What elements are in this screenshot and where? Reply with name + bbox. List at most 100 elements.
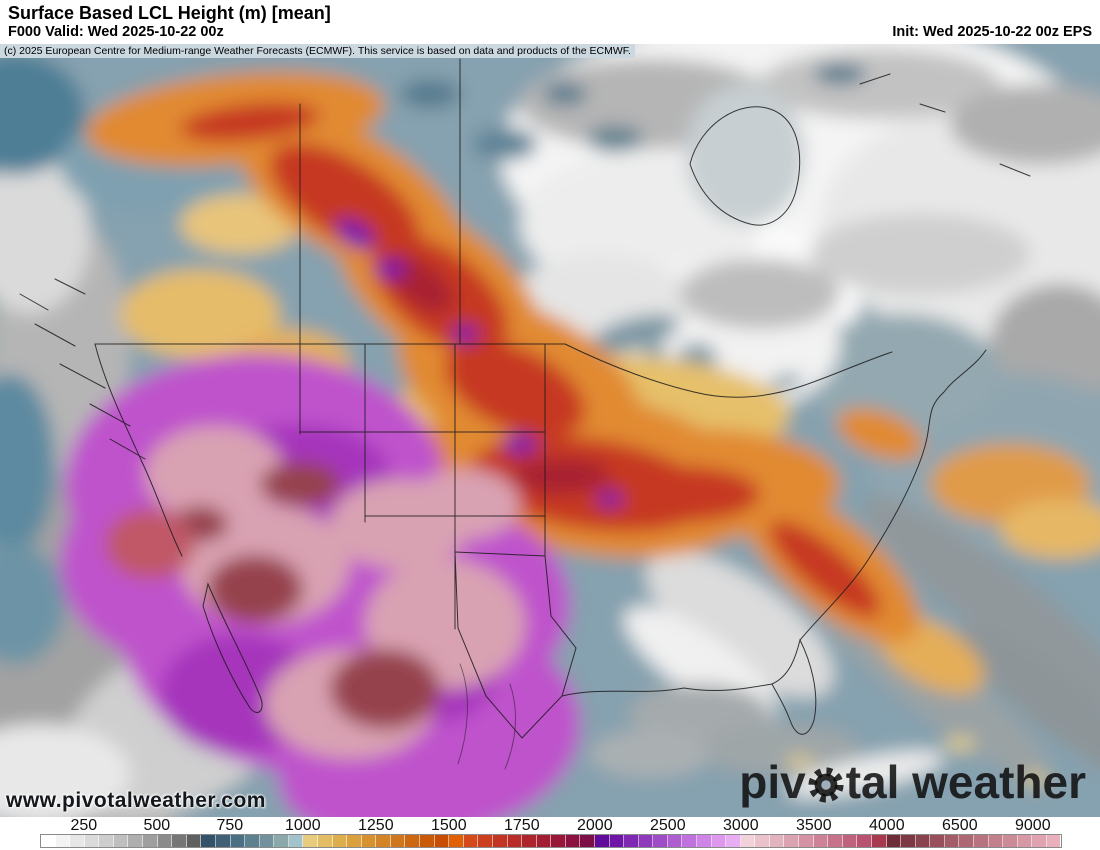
colorbar-cell <box>245 835 260 847</box>
colorbar-cell <box>186 835 202 847</box>
colorbar-cell <box>507 835 523 847</box>
colorbar-cell <box>376 835 391 847</box>
colorbar-cell <box>274 835 289 847</box>
colorbar-cell <box>959 835 974 847</box>
colorbar-tick: 9000 <box>1015 817 1051 834</box>
colorbar-cell <box>449 835 464 847</box>
colorbar-tick: 3500 <box>796 817 832 834</box>
colorbar-cell <box>653 835 668 847</box>
colorbar-cell <box>70 835 85 847</box>
colorbar-cell <box>522 835 537 847</box>
colorbar-cell <box>259 835 275 847</box>
colorbar-cell <box>201 835 216 847</box>
colorbar-cell <box>478 835 493 847</box>
colorbar-cell <box>113 835 129 847</box>
colorbar-tick-labels: 250 500 750 1000 1250 1500 1750 2000 2500 3000 350… <box>40 817 1062 834</box>
lcl-height-color-field <box>0 44 1100 817</box>
init-time-label: Init: Wed 2025-10-22 00z EPS <box>892 24 1092 40</box>
colorbar-cell <box>463 835 479 847</box>
colorbar-cell <box>857 835 872 847</box>
colorbar-cell <box>347 835 362 847</box>
colorbar-tick: 2000 <box>577 817 613 834</box>
colorbar-cell <box>580 835 595 847</box>
colorbar-cell <box>740 835 756 847</box>
colorbar-cell <box>944 835 960 847</box>
valid-time-label: F000 Valid: Wed 2025-10-22 00z <box>8 24 224 40</box>
colorbar-cell <box>317 835 333 847</box>
colorbar-tick: 1250 <box>358 817 394 834</box>
colorbar-cell <box>288 835 304 847</box>
colorbar-cell <box>1032 835 1047 847</box>
colorbar-cell <box>1003 835 1018 847</box>
colorbar-cell <box>886 835 902 847</box>
colorbar-tick: 6500 <box>942 817 978 834</box>
colorbar-cell <box>697 835 712 847</box>
colorbar-cell <box>784 835 800 847</box>
colorbar-cell <box>974 835 989 847</box>
colorbar-tick: 4000 <box>869 817 905 834</box>
colorbar-cell <box>711 835 727 847</box>
colorbar-cell <box>41 835 56 847</box>
colorbar-cell <box>172 835 187 847</box>
colorbar-tick: 1000 <box>285 817 321 834</box>
colorbar-cell <box>551 835 566 847</box>
colorbar-cell <box>215 835 231 847</box>
colorbar-tick: 250 <box>70 817 98 834</box>
colorbar-tick: 2500 <box>650 817 686 834</box>
colorbar-tick: 1750 <box>504 817 540 834</box>
brand-watermark-left: piv <box>739 756 806 808</box>
gear-icon <box>808 767 844 803</box>
colorbar-cell <box>420 835 435 847</box>
colorbar-cell <box>230 835 246 847</box>
colorbar-cell <box>769 835 785 847</box>
colorbar-cell <box>332 835 348 847</box>
brand-watermark-right: tal weather <box>845 756 1086 808</box>
colorbar-cell <box>726 835 741 847</box>
map-color-field <box>0 44 1100 817</box>
colorbar-cell <box>609 835 625 847</box>
colorbar-cell <box>157 835 173 847</box>
colorbar-tick: 3000 <box>723 817 759 834</box>
colorbar-cell <box>492 835 508 847</box>
colorbar-cell <box>682 835 698 847</box>
colorbar-cell <box>871 835 887 847</box>
website-watermark: www.pivotalweather.com <box>6 789 266 812</box>
colorbar-cell <box>565 835 581 847</box>
colorbar-cell <box>813 835 829 847</box>
attribution-note: (c) 2025 European Centre for Medium-rang… <box>0 44 635 58</box>
colorbar-cell <box>828 835 843 847</box>
colorbar-cell <box>405 835 421 847</box>
colorbar <box>40 834 1062 848</box>
page-title: Surface Based LCL Height (m) [mean] <box>8 3 331 23</box>
colorbar-cell <box>84 835 100 847</box>
brand-watermark: piv tal weather <box>739 755 1086 809</box>
colorbar-legend: 250 500 750 1000 1250 1500 1750 2000 2500 3000 350… <box>0 817 1100 850</box>
colorbar-cell <box>536 835 552 847</box>
colorbar-cell <box>143 835 158 847</box>
geo-borders <box>19 58 1031 770</box>
colorbar-cell <box>667 835 683 847</box>
colorbar-cell <box>901 835 916 847</box>
colorbar-cell <box>988 835 1004 847</box>
colorbar-cell <box>930 835 945 847</box>
colorbar-cell <box>915 835 931 847</box>
colorbar-cell <box>128 835 144 847</box>
colorbar-cell <box>303 835 318 847</box>
colorbar-cell <box>55 835 71 847</box>
colorbar-cell <box>842 835 858 847</box>
colorbar-cell <box>594 835 610 847</box>
map-header: Surface Based LCL Height (m) [mean] F000… <box>0 0 1100 44</box>
colorbar-cell <box>638 835 654 847</box>
colorbar-cell <box>799 835 814 847</box>
colorbar-cell <box>1017 835 1033 847</box>
colorbar-cell <box>434 835 450 847</box>
colorbar-cell <box>624 835 639 847</box>
colorbar-tick: 500 <box>143 817 171 834</box>
colorbar-tick: 1500 <box>431 817 467 834</box>
colorbar-cell <box>361 835 377 847</box>
colorbar-tick: 750 <box>216 817 244 834</box>
colorbar-cell <box>99 835 114 847</box>
map-canvas[interactable]: (c) 2025 European Centre for Medium-rang… <box>0 44 1100 817</box>
colorbar-cell <box>1046 835 1061 847</box>
